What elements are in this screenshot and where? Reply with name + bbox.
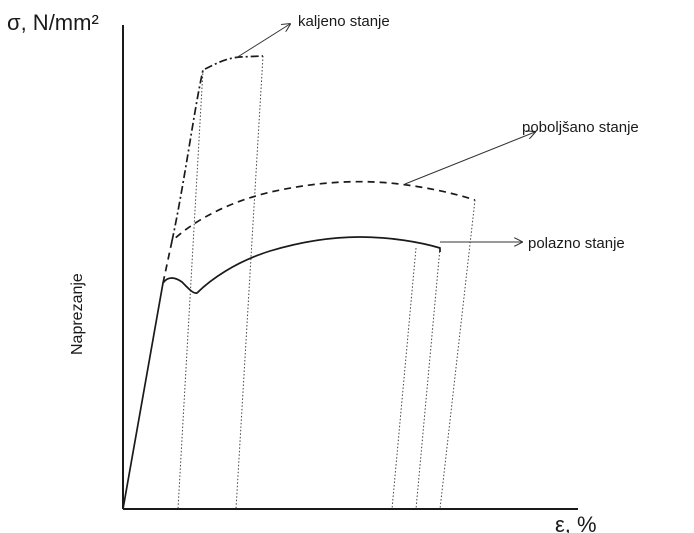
- label-kaljeno-stanje: kaljeno stanje: [298, 13, 390, 30]
- arrow-kaljeno-stanje: [235, 24, 290, 59]
- axes: [122, 25, 578, 510]
- unloading-line-poboljsano-1: [439, 199, 476, 510]
- curve-poboljsano-stanje: [162, 180, 476, 284]
- annotation-arrows: [235, 24, 535, 242]
- arrow-poboljsano-stanje: [404, 132, 535, 185]
- unloading-lines: [177, 55, 476, 510]
- unloading-line-poboljsano-2: [391, 247, 417, 510]
- label-polazno-stanje: polazno stanje: [528, 235, 625, 252]
- x-axis-unit-label: ε, %: [555, 512, 597, 533]
- unloading-line-kaljeno-2: [235, 55, 264, 510]
- curve-polazno-stanje: [122, 236, 441, 510]
- y-axis-unit-label: σ, N/mm²: [7, 10, 99, 35]
- curve-kaljeno-stanje: [171, 55, 264, 242]
- label-poboljsano-stanje: poboljšano stanje: [522, 119, 639, 136]
- y-axis-title: Naprezanje: [69, 273, 86, 355]
- unloading-line-polazno: [415, 247, 441, 510]
